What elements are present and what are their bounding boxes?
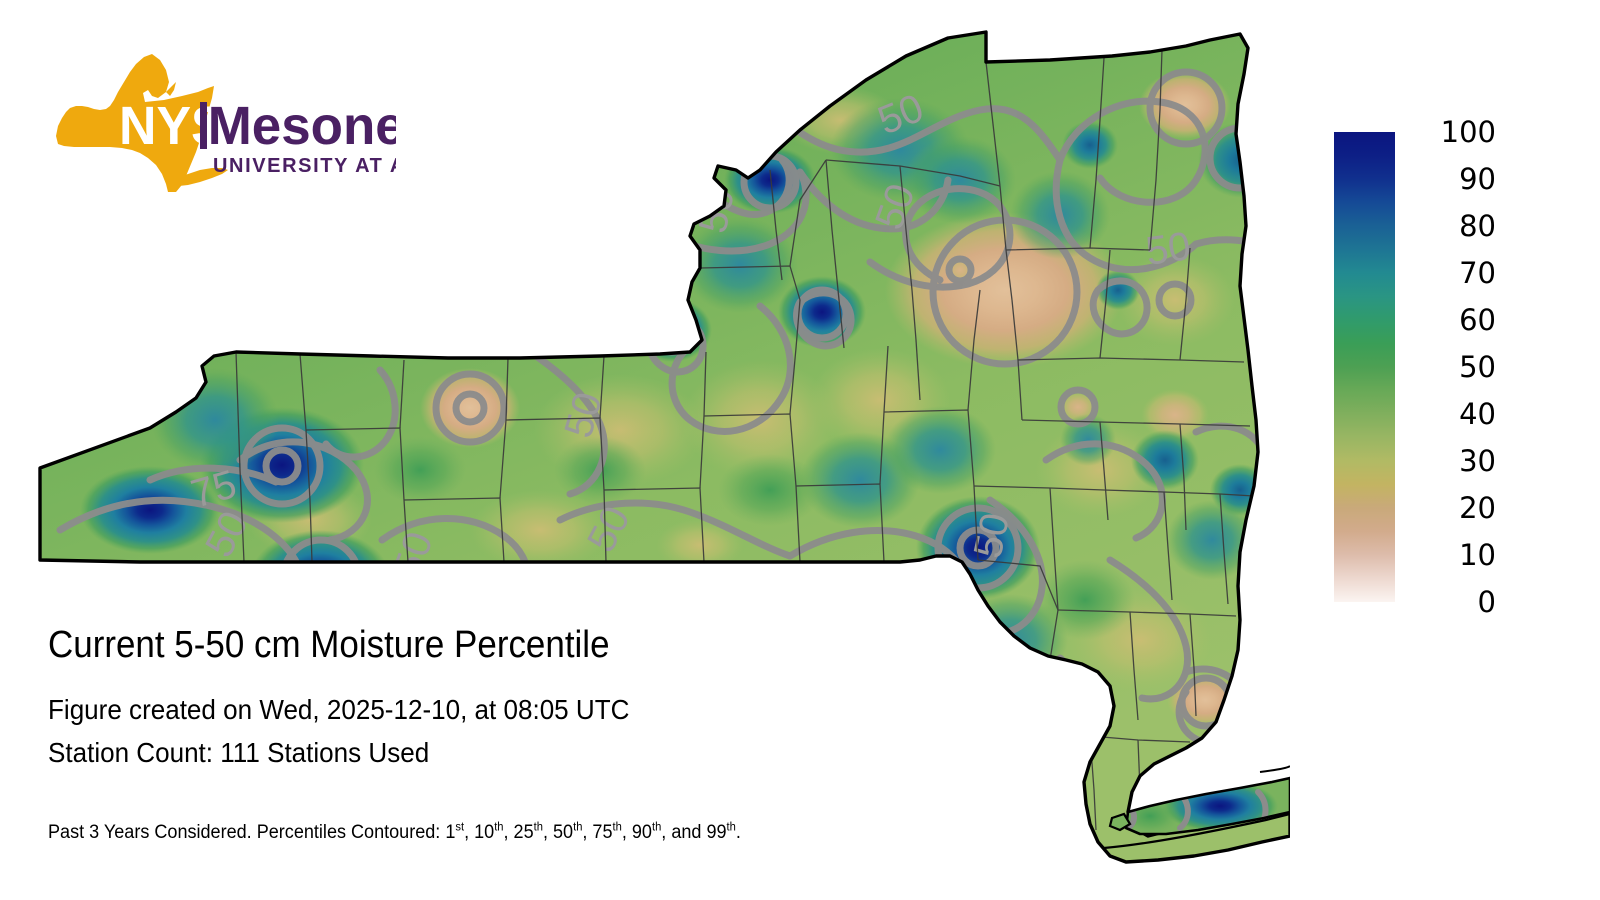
svg-text:50: 50 xyxy=(966,509,1018,562)
colorbar-tick-50: 50 xyxy=(1459,350,1496,384)
colorbar-tick-70: 70 xyxy=(1459,256,1496,290)
station-count-line: Station Count: 111 Stations Used xyxy=(48,737,430,769)
page-title: Current 5-50 cm Moisture Percentile xyxy=(48,624,610,666)
svg-text:NYS: NYS xyxy=(119,96,226,156)
colorbar-tick-10: 10 xyxy=(1459,538,1496,572)
logo-university-text: UNIVERSITY AT ALBANY xyxy=(213,155,396,177)
colorbar-tick-labels: 100 90 80 70 60 50 40 30 20 10 0 xyxy=(1404,115,1524,619)
caption-block: Current 5-50 cm Moisture Percentile Figu… xyxy=(48,624,1078,774)
colorbar-tick-60: 60 xyxy=(1459,303,1496,337)
logo-divider xyxy=(200,102,207,149)
nys-mesonet-logo: NYS Mesonet UNIVERSITY AT ALBANY xyxy=(48,52,396,192)
new-york-state-map: 50 50 50 50 50 75 50 50 50 50 xyxy=(38,30,1290,864)
county-borders xyxy=(235,49,1255,831)
colorbar-tick-80: 80 xyxy=(1459,209,1496,243)
colorbar-gradient xyxy=(1334,132,1395,602)
colorbar-tick-90: 90 xyxy=(1459,162,1496,196)
colorbar-tick-100: 100 xyxy=(1440,115,1496,149)
colorbar-tick-0: 0 xyxy=(1477,585,1496,619)
colorbar-tick-20: 20 xyxy=(1459,491,1496,525)
figure-created-timestamp: Figure created on Wed, 2025-12-10, at 08… xyxy=(48,693,630,725)
colorbar-tick-40: 40 xyxy=(1459,397,1496,431)
colorbar-tick-30: 30 xyxy=(1459,444,1496,478)
logo-state-shape xyxy=(56,54,228,192)
logo-nys-text: NYS xyxy=(119,96,226,156)
colorbar: 100 90 80 70 60 50 40 30 20 10 0 xyxy=(1334,115,1564,619)
footnote: Past 3 Years Considered. Percentiles Con… xyxy=(48,820,741,843)
logo-mesonet-text: Mesonet xyxy=(208,97,396,157)
svg-text:UNIVERSITY AT ALBANY: UNIVERSITY AT ALBANY xyxy=(213,155,396,177)
svg-text:Mesonet: Mesonet xyxy=(208,97,396,157)
